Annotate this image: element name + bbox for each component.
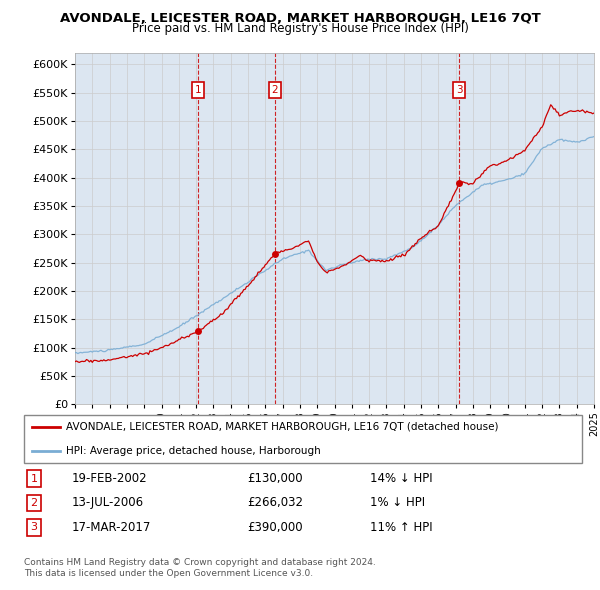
Text: This data is licensed under the Open Government Licence v3.0.: This data is licensed under the Open Gov…	[24, 569, 313, 578]
Text: 3: 3	[456, 85, 463, 95]
Text: 1% ↓ HPI: 1% ↓ HPI	[370, 496, 425, 510]
Text: HPI: Average price, detached house, Harborough: HPI: Average price, detached house, Harb…	[66, 446, 320, 456]
Text: 2: 2	[31, 498, 38, 508]
Text: AVONDALE, LEICESTER ROAD, MARKET HARBOROUGH, LE16 7QT: AVONDALE, LEICESTER ROAD, MARKET HARBORO…	[59, 12, 541, 25]
Text: 1: 1	[31, 474, 38, 484]
Text: 1: 1	[195, 85, 202, 95]
Text: 14% ↓ HPI: 14% ↓ HPI	[370, 472, 433, 485]
Text: 19-FEB-2002: 19-FEB-2002	[71, 472, 147, 485]
Text: Price paid vs. HM Land Registry's House Price Index (HPI): Price paid vs. HM Land Registry's House …	[131, 22, 469, 35]
Text: 11% ↑ HPI: 11% ↑ HPI	[370, 521, 433, 534]
Text: 2: 2	[271, 85, 278, 95]
Text: 3: 3	[31, 522, 38, 532]
Text: 13-JUL-2006: 13-JUL-2006	[71, 496, 143, 510]
Text: 17-MAR-2017: 17-MAR-2017	[71, 521, 151, 534]
FancyBboxPatch shape	[24, 415, 582, 463]
Text: AVONDALE, LEICESTER ROAD, MARKET HARBOROUGH, LE16 7QT (detached house): AVONDALE, LEICESTER ROAD, MARKET HARBORO…	[66, 422, 499, 432]
Text: £390,000: £390,000	[247, 521, 303, 534]
Text: Contains HM Land Registry data © Crown copyright and database right 2024.: Contains HM Land Registry data © Crown c…	[24, 558, 376, 566]
Text: £130,000: £130,000	[247, 472, 303, 485]
Text: £266,032: £266,032	[247, 496, 303, 510]
